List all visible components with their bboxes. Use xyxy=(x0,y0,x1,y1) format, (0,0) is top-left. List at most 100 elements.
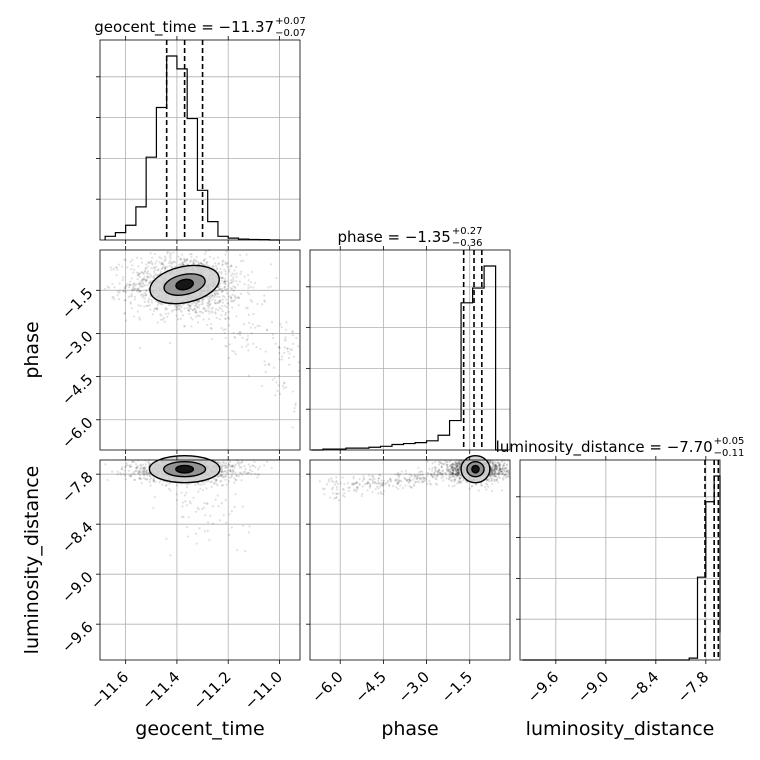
scatter-point xyxy=(229,469,232,472)
scatter-point xyxy=(413,484,416,487)
scatter-point xyxy=(222,328,225,331)
scatter-point xyxy=(454,473,457,476)
scatter-point xyxy=(227,295,231,298)
scatter-point xyxy=(452,464,455,467)
scatter-point xyxy=(355,486,358,490)
scatter-point xyxy=(439,471,442,474)
scatter-point xyxy=(480,484,483,487)
scatter-point xyxy=(233,477,236,480)
scatter-point xyxy=(494,466,497,469)
scatter-point xyxy=(183,259,186,262)
scatter-point xyxy=(121,289,125,293)
scatter-point xyxy=(123,474,127,477)
scatter-point xyxy=(494,472,497,475)
scatter-point xyxy=(250,300,254,303)
scatter-point xyxy=(131,283,134,287)
scatter-point xyxy=(142,467,145,470)
scatter-point xyxy=(433,465,436,468)
scatter-point xyxy=(219,287,222,291)
scatter-point xyxy=(218,288,221,291)
scatter-point xyxy=(456,472,459,475)
scatter-point xyxy=(283,338,286,341)
scatter-point xyxy=(150,477,153,480)
scatter-point xyxy=(193,307,197,310)
scatter-point xyxy=(249,285,252,289)
scatter-point xyxy=(183,259,187,262)
scatter-point xyxy=(375,482,378,485)
scatter-point xyxy=(453,466,456,469)
scatter-point xyxy=(143,472,146,476)
scatter-point xyxy=(354,482,357,485)
scatter-point xyxy=(501,470,504,473)
scatter-point xyxy=(457,470,461,473)
scatter-point xyxy=(486,479,489,482)
scatter-point xyxy=(451,473,454,476)
scatter-point xyxy=(256,324,259,327)
scatter-point xyxy=(426,482,429,485)
scatter-point xyxy=(214,312,217,315)
scatter-point xyxy=(185,483,188,486)
scatter-point xyxy=(497,473,500,476)
scatter-point xyxy=(140,279,144,282)
scatter-point xyxy=(224,270,227,273)
scatter-point xyxy=(368,486,371,489)
scatter-point xyxy=(147,260,150,264)
scatter-point xyxy=(219,276,222,280)
scatter-point xyxy=(233,481,236,484)
scatter-point xyxy=(493,467,496,470)
scatter-point xyxy=(451,472,454,475)
scatter-point xyxy=(209,293,212,296)
scatter-point xyxy=(175,493,178,496)
tick-label-y: −9.6 xyxy=(58,618,96,656)
scatter-point xyxy=(408,478,411,482)
scatter-point xyxy=(447,477,450,481)
scatter-point xyxy=(490,459,493,463)
scatter-point xyxy=(154,272,157,275)
scatter-point xyxy=(230,264,233,268)
scatter-point xyxy=(293,407,296,410)
scatter-point xyxy=(493,463,497,466)
scatter-point xyxy=(209,296,213,299)
scatter-point xyxy=(451,471,454,475)
scatter-point xyxy=(195,311,198,314)
scatter-point xyxy=(224,262,228,265)
scatter-point xyxy=(150,299,153,302)
scatter-point xyxy=(237,332,240,335)
scatter-point xyxy=(128,464,131,467)
scatter-point xyxy=(493,463,496,466)
scatter-point xyxy=(497,475,501,478)
scatter-point xyxy=(290,348,294,351)
scatter-point xyxy=(498,468,501,471)
scatter-point xyxy=(210,307,213,310)
scatter-point xyxy=(201,299,204,302)
scatter-point xyxy=(442,463,445,466)
scatter-point xyxy=(375,485,379,488)
scatter-point xyxy=(230,474,233,477)
scatter-point xyxy=(134,284,137,287)
scatter-point xyxy=(499,468,502,471)
scatter-point xyxy=(175,307,179,310)
scatter-point xyxy=(456,473,459,476)
scatter-point xyxy=(318,480,321,483)
scatter-point xyxy=(441,469,444,472)
scatter-point xyxy=(451,468,455,471)
scatter-point xyxy=(450,472,453,475)
scatter-point xyxy=(210,480,213,483)
scatter-point xyxy=(195,255,198,259)
scatter-point xyxy=(141,281,145,285)
panel-frame xyxy=(99,39,301,241)
scatter-point xyxy=(416,477,419,480)
scatter-point xyxy=(409,480,412,483)
scatter-point xyxy=(335,492,338,496)
scatter-point xyxy=(148,304,151,307)
scatter-point xyxy=(495,467,499,470)
scatter-point xyxy=(490,471,493,474)
scatter-point xyxy=(496,473,500,476)
scatter-point xyxy=(228,513,231,516)
scatter-point xyxy=(366,481,370,484)
scatter-point xyxy=(439,473,442,476)
scatter-point xyxy=(237,460,240,464)
scatter-point xyxy=(111,282,114,286)
scatter-point xyxy=(131,460,134,463)
scatter-point xyxy=(224,272,227,276)
